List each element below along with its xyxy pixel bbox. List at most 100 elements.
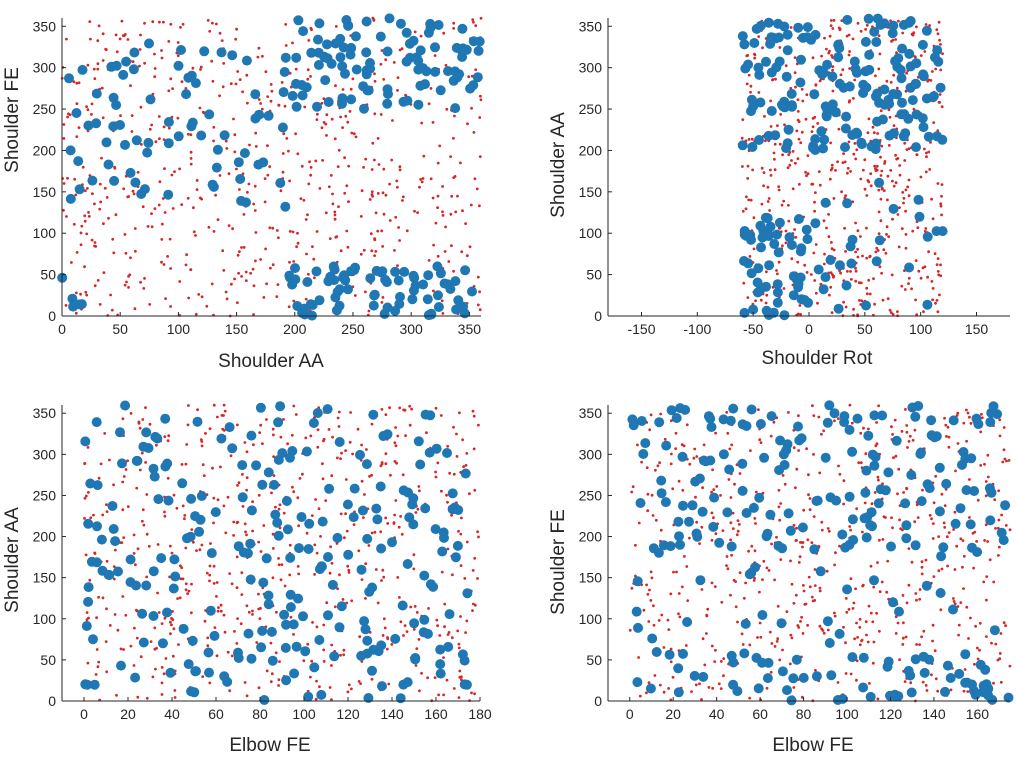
- red-point: [83, 189, 87, 193]
- red-point: [138, 426, 142, 430]
- red-point: [96, 665, 100, 669]
- red-point: [279, 435, 283, 439]
- red-point: [858, 625, 862, 629]
- blue-point: [246, 505, 257, 516]
- red-point: [670, 419, 673, 423]
- red-point: [471, 409, 475, 413]
- red-point: [674, 447, 677, 450]
- blue-point: [267, 655, 278, 666]
- red-point: [421, 177, 425, 180]
- red-point: [890, 516, 893, 520]
- red-point: [237, 481, 241, 485]
- blue-point: [887, 28, 898, 39]
- x-tick-label: 20: [120, 706, 136, 722]
- red-point: [892, 184, 896, 188]
- red-point: [916, 516, 920, 519]
- red-point: [186, 196, 190, 200]
- blue-point: [235, 174, 246, 184]
- blue-point: [444, 609, 455, 620]
- red-point: [885, 225, 889, 229]
- red-point: [80, 224, 84, 228]
- blue-point: [906, 687, 917, 698]
- red-point: [283, 584, 287, 588]
- red-point: [144, 406, 147, 409]
- blue-point: [874, 177, 885, 188]
- red-point: [433, 676, 437, 679]
- blue-point: [687, 500, 698, 511]
- red-point: [773, 168, 777, 172]
- red-point: [257, 493, 261, 497]
- red-point: [123, 33, 127, 36]
- red-point: [112, 565, 116, 568]
- red-point: [306, 68, 310, 72]
- red-point: [308, 160, 311, 164]
- red-point: [887, 108, 891, 112]
- blue-point: [922, 299, 933, 310]
- red-point: [359, 215, 363, 218]
- red-point: [92, 513, 95, 517]
- red-point: [401, 473, 405, 477]
- blue-point: [238, 547, 249, 558]
- x-tick-label: 80: [796, 706, 812, 722]
- red-point: [342, 648, 346, 652]
- red-point: [446, 500, 449, 504]
- red-point: [832, 248, 836, 252]
- blue-point: [786, 88, 797, 99]
- red-point: [346, 245, 350, 249]
- red-point: [190, 582, 193, 586]
- red-point: [746, 54, 750, 57]
- blue-point: [270, 509, 281, 520]
- red-point: [645, 691, 648, 695]
- red-point: [920, 635, 923, 639]
- red-point: [931, 623, 935, 627]
- red-point: [854, 221, 857, 225]
- blue-point: [263, 599, 274, 610]
- blue-point: [383, 89, 393, 99]
- y-tick-label: 0: [48, 693, 56, 709]
- blue-point: [728, 657, 739, 668]
- red-point: [176, 116, 180, 120]
- blue-point: [137, 608, 148, 619]
- red-point: [222, 269, 226, 272]
- red-point: [289, 615, 293, 619]
- red-point: [820, 528, 824, 532]
- red-point: [741, 165, 744, 168]
- blue-point: [314, 635, 325, 645]
- blue-point: [834, 260, 845, 271]
- red-point: [441, 210, 444, 214]
- red-point: [330, 643, 334, 647]
- red-point: [789, 633, 793, 637]
- red-point: [769, 168, 772, 172]
- blue-point: [413, 436, 424, 447]
- blue-point: [860, 36, 871, 47]
- red-point: [324, 499, 328, 502]
- blue-point: [219, 671, 230, 682]
- blue-point: [915, 449, 926, 459]
- red-point: [313, 543, 317, 547]
- red-point: [882, 248, 886, 252]
- red-point: [189, 162, 193, 166]
- red-point: [931, 537, 935, 540]
- x-tick-label: -50: [743, 321, 763, 337]
- blue-point: [368, 300, 379, 311]
- red-point: [914, 298, 917, 302]
- red-point: [746, 164, 750, 168]
- red-point: [914, 592, 918, 595]
- red-point: [677, 479, 681, 483]
- red-point: [120, 541, 124, 544]
- red-point: [813, 279, 817, 282]
- red-point: [952, 528, 955, 531]
- red-point: [849, 170, 852, 173]
- red-point: [785, 610, 789, 614]
- red-point: [628, 628, 632, 632]
- red-point: [309, 166, 313, 169]
- red-point: [916, 226, 920, 230]
- red-point: [1007, 459, 1011, 462]
- red-point: [269, 641, 273, 645]
- blue-point: [894, 606, 904, 617]
- red-point: [382, 212, 386, 216]
- red-point: [269, 83, 273, 86]
- red-point: [758, 590, 761, 594]
- red-point: [918, 588, 922, 591]
- x-tick-label: 100: [909, 321, 933, 337]
